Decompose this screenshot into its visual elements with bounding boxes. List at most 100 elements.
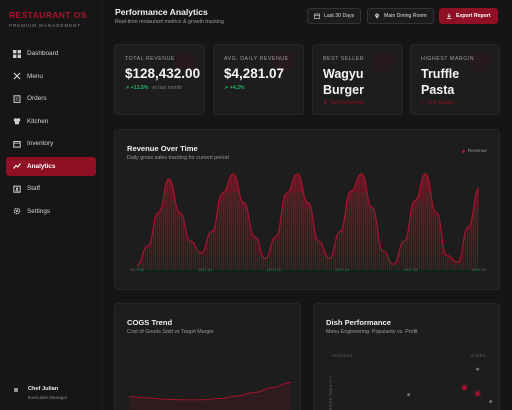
kpi-value-line1: Wagyu bbox=[323, 67, 364, 81]
x-tick-label: OCT 28 bbox=[404, 267, 419, 272]
sidebar-item-dashboard[interactable]: Dashboard bbox=[6, 44, 96, 64]
x-tick-label: OCT 07 bbox=[198, 267, 213, 272]
sidebar-item-orders[interactable]: Orders bbox=[6, 89, 96, 109]
user-role: Executive Manager bbox=[28, 395, 68, 400]
kpi-value: $4,281.07 bbox=[224, 66, 285, 81]
legend-swatch bbox=[461, 150, 465, 153]
export-report-label: Export Report bbox=[456, 13, 491, 19]
gear-icon bbox=[13, 207, 21, 215]
sidebar-nav: Dashboard Menu Orders Kitchen Inventory … bbox=[6, 44, 96, 224]
sidebar: RESTAURANT OS PREMIUM MANAGEMENT Dashboa… bbox=[0, 0, 103, 410]
revenue-chart: OCT 01 OCT 07 OCT 14 OCT 21 OCT 28 NOV 01 bbox=[130, 173, 487, 272]
x-tick-label: OCT 21 bbox=[335, 267, 350, 272]
kpi-value-line1: Truffle bbox=[421, 67, 460, 81]
y-axis-label: PROFITABILITY bbox=[329, 376, 333, 410]
sidebar-item-label: Kitchen bbox=[27, 117, 49, 125]
chef-hat-icon bbox=[13, 117, 21, 125]
dish-performance-card: Dish Performance Menu Engineering: Popul… bbox=[313, 303, 500, 410]
sidebar-item-analytics[interactable]: Analytics bbox=[6, 156, 96, 176]
chart-subtitle: Menu Engineering: Popularity vs. Profit bbox=[326, 329, 418, 335]
kpi-delta-note: vs last month bbox=[151, 85, 183, 91]
badge-icon bbox=[13, 185, 21, 193]
location-button[interactable]: Main Dining Room bbox=[367, 8, 434, 24]
decorative-circle bbox=[469, 51, 491, 73]
decorative-circle bbox=[174, 51, 196, 73]
decorative-circle bbox=[273, 51, 295, 73]
kpi-note-text: 72% Margin bbox=[426, 100, 455, 106]
sidebar-item-label: Staff bbox=[27, 185, 41, 193]
date-range-button[interactable]: Last 30 Days bbox=[307, 8, 362, 24]
kpi-delta-value: +4.2% bbox=[229, 85, 245, 91]
sidebar-item-label: Analytics bbox=[27, 162, 56, 170]
cogs-chart bbox=[128, 381, 292, 410]
user-profile[interactable]: Chef Julian Executive Manager bbox=[14, 386, 67, 400]
cogs-area bbox=[129, 382, 291, 410]
location-pin-icon bbox=[375, 13, 379, 19]
legend-label: Revenue bbox=[467, 149, 487, 154]
quadrant-label-left: PUZZLES bbox=[332, 354, 353, 358]
sidebar-item-settings[interactable]: Settings bbox=[6, 202, 96, 222]
utensils-icon bbox=[13, 72, 21, 80]
revenue-chart-card: Revenue Over Time Daily gross sales trac… bbox=[114, 129, 500, 290]
clipboard-icon bbox=[13, 95, 21, 103]
kpi-label: AVG. DAILY REVENUE bbox=[224, 56, 289, 62]
kpi-note-text: Top Performing bbox=[329, 100, 365, 106]
sidebar-item-label: Settings bbox=[27, 207, 51, 215]
scatter-point bbox=[476, 367, 479, 371]
sidebar-item-label: Orders bbox=[27, 95, 47, 103]
scatter-point bbox=[475, 391, 480, 396]
kpi-value-line2: Burger bbox=[323, 83, 364, 97]
sidebar-item-kitchen[interactable]: Kitchen bbox=[6, 112, 96, 132]
chart-title: Dish Performance bbox=[326, 318, 391, 327]
date-range-label: Last 30 Days bbox=[324, 13, 355, 19]
quadrant-label-right: STARS bbox=[471, 354, 486, 358]
scatter-point bbox=[407, 393, 411, 396]
sidebar-item-menu[interactable]: Menu bbox=[6, 67, 96, 87]
user-name: Chef Julian bbox=[28, 386, 59, 392]
sidebar-item-label: Menu bbox=[27, 72, 43, 80]
decorative-circle bbox=[372, 51, 394, 73]
x-tick-label: OCT 01 bbox=[130, 267, 145, 272]
kpi-delta: ↗ +4.2% bbox=[224, 85, 245, 91]
calendar-icon bbox=[314, 13, 320, 19]
brand-name: RESTAURANT OS bbox=[9, 10, 87, 20]
sidebar-item-inventory[interactable]: Inventory bbox=[6, 134, 96, 154]
kpi-value: $128,432.00 bbox=[125, 66, 201, 81]
chart-title: COGS Trend bbox=[127, 318, 173, 327]
kpi-label: BEST SELLER bbox=[323, 56, 365, 62]
chart-subtitle: Daily gross sales tracking for current p… bbox=[127, 155, 229, 161]
sidebar-item-staff[interactable]: Staff bbox=[6, 179, 96, 199]
sidebar-item-label: Dashboard bbox=[27, 50, 59, 58]
kpi-card-avg-daily-revenue: AVG. DAILY REVENUE $4,281.07 ↗ +4.2% bbox=[213, 44, 304, 115]
kpi-label: TOTAL REVENUE bbox=[125, 56, 175, 62]
kpi-card-total-revenue: TOTAL REVENUE $128,432.00 ↗ +12.5% vs las… bbox=[114, 44, 205, 115]
avatar bbox=[14, 388, 18, 392]
export-report-button[interactable]: Export Report bbox=[439, 8, 498, 24]
kpi-value-line2: Pasta bbox=[421, 83, 455, 97]
box-icon bbox=[13, 140, 21, 148]
kpi-card-highest-margin: HIGHEST MARGIN Truffle Pasta ↗ 72% Margin bbox=[410, 44, 500, 115]
dashboard-icon bbox=[13, 49, 21, 58]
brand-tagline: PREMIUM MANAGEMENT bbox=[9, 23, 82, 28]
revenue-area-hatch bbox=[137, 174, 479, 270]
x-tick-label: NOV 01 bbox=[472, 267, 487, 272]
kpi-delta: ↗ +12.5% vs last month bbox=[125, 85, 183, 91]
page-title: Performance Analytics bbox=[115, 7, 208, 17]
brand: RESTAURANT OS PREMIUM MANAGEMENT bbox=[9, 10, 87, 28]
cogs-chart-card: COGS Trend Cost of Goods Sold vs Target … bbox=[114, 303, 301, 410]
dish-scatter-chart: PUZZLES STARS PROFITABILITY bbox=[329, 354, 493, 410]
location-label: Main Dining Room bbox=[384, 13, 427, 19]
x-tick-label: OCT 14 bbox=[267, 267, 282, 272]
kpi-note: ★ Top Performing bbox=[323, 100, 365, 106]
page-subtitle: Real-time restaurant metrics & growth tr… bbox=[115, 19, 224, 25]
kpi-label: HIGHEST MARGIN bbox=[421, 56, 475, 62]
scatter-point bbox=[462, 385, 467, 390]
kpi-card-best-seller: BEST SELLER Wagyu Burger ★ Top Performing bbox=[312, 44, 403, 115]
revenue-line bbox=[136, 173, 480, 266]
kpi-value: Truffle Pasta bbox=[421, 66, 459, 98]
chart-legend: Revenue bbox=[461, 149, 487, 154]
kpi-value: Wagyu Burger bbox=[323, 66, 364, 98]
scatter-point bbox=[489, 400, 493, 403]
chart-icon bbox=[13, 162, 21, 170]
chart-subtitle: Cost of Goods Sold vs Target Margin bbox=[127, 329, 214, 335]
